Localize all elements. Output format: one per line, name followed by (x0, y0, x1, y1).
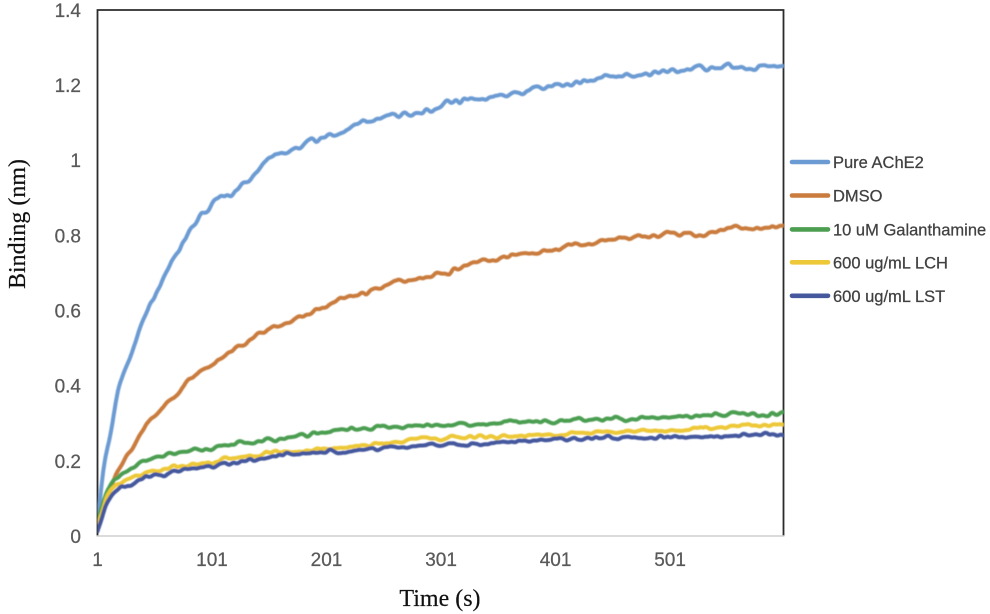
svg-text:501: 501 (654, 550, 686, 571)
svg-text:0.4: 0.4 (55, 377, 82, 398)
svg-text:10 uM Galanthamine: 10 uM Galanthamine (833, 222, 986, 240)
svg-text:401: 401 (540, 550, 572, 571)
svg-text:1.4: 1.4 (55, 1, 82, 22)
svg-text:1: 1 (70, 151, 81, 172)
svg-text:0.6: 0.6 (55, 302, 81, 323)
svg-text:Binding (nm): Binding (nm) (5, 159, 31, 289)
svg-text:301: 301 (425, 550, 457, 571)
svg-text:Time (s): Time (s) (399, 586, 480, 612)
svg-text:600 ug/mL LST: 600 ug/mL LST (833, 288, 945, 306)
svg-text:0.8: 0.8 (55, 226, 81, 247)
svg-text:201: 201 (311, 550, 343, 571)
svg-text:1: 1 (92, 550, 103, 571)
svg-text:DMSO: DMSO (833, 188, 883, 206)
svg-text:600 ug/mL LCH: 600 ug/mL LCH (833, 255, 948, 273)
svg-text:Pure AChE2: Pure AChE2 (833, 154, 924, 172)
svg-text:0: 0 (70, 527, 81, 548)
svg-text:101: 101 (196, 550, 228, 571)
svg-text:0.2: 0.2 (55, 452, 81, 473)
svg-text:1.2: 1.2 (55, 76, 81, 97)
